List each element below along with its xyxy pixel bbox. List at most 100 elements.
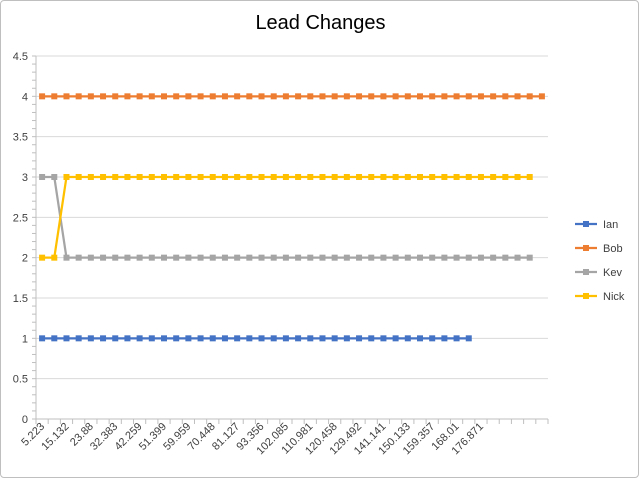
data-point-kev [441,254,448,261]
data-point-nick [148,174,155,180]
data-point-nick [234,174,241,180]
data-point-bob [87,93,94,100]
data-point-ian [343,335,350,342]
data-point-bob [368,93,375,100]
data-point-ian [282,335,289,342]
data-point-bob [295,93,302,100]
data-point-kev [417,254,423,261]
data-point-kev [209,254,216,261]
data-point-bob [246,93,253,100]
data-point-ian [234,335,241,342]
data-point-kev [185,254,192,261]
data-point-kev [356,254,363,261]
data-point-bob [100,93,107,100]
data-point-nick [356,174,363,180]
data-point-kev [112,254,119,261]
data-point-nick [331,174,338,180]
data-point-kev [136,254,143,261]
data-point-bob [51,93,58,100]
data-point-kev [368,254,375,261]
y-tick-label: 0.5 [13,374,28,386]
data-point-bob [441,93,448,100]
legend-label-nick: Nick [603,291,625,303]
data-point-ian [258,335,265,342]
data-point-nick [282,174,289,180]
legend-marker-kev [583,269,589,275]
data-point-ian [39,335,46,342]
data-point-ian [429,335,436,342]
data-point-bob [112,93,119,100]
data-point-kev [148,254,155,261]
x-tick-label: 15.132 [39,421,71,453]
data-point-bob [209,93,216,100]
data-point-bob [538,93,545,100]
data-point-bob [356,93,363,100]
data-point-bob [404,93,411,100]
data-point-bob [392,93,399,100]
data-point-bob [429,93,436,100]
data-point-kev [331,254,338,261]
data-point-kev [392,254,399,261]
data-point-kev [75,254,82,261]
data-point-kev [343,254,350,261]
legend-marker-nick [583,293,589,299]
y-tick-label: 4.5 [13,51,28,63]
data-point-nick [185,174,192,180]
data-point-bob [526,93,533,100]
data-point-nick [441,174,448,180]
data-point-nick [112,174,119,180]
data-point-kev [124,254,131,261]
data-point-bob [136,93,143,100]
data-point-kev [197,254,204,261]
data-point-kev [514,254,521,261]
data-point-bob [270,93,277,100]
data-point-nick [490,174,497,180]
data-point-nick [39,254,46,261]
data-point-nick [319,174,326,180]
data-point-bob [234,93,241,100]
data-point-ian [453,335,460,342]
data-point-kev [246,254,253,261]
data-point-nick [124,174,131,180]
data-point-nick [526,174,533,180]
data-point-ian [136,335,143,342]
data-point-ian [356,335,363,342]
chart-title: Lead Changes [255,12,386,34]
data-point-nick [514,174,521,180]
data-point-bob [75,93,82,100]
data-point-bob [331,93,338,100]
data-point-ian [75,335,82,342]
data-point-nick [307,174,314,180]
data-point-nick [502,174,509,180]
data-point-bob [417,93,423,100]
data-point-kev [319,254,326,261]
data-point-ian [295,335,302,342]
data-point-ian [197,335,204,342]
data-point-kev [258,254,265,261]
data-point-kev [270,254,277,261]
y-tick-label: 3.5 [13,132,28,144]
data-point-kev [100,254,107,261]
data-point-kev [307,254,314,261]
data-point-bob [258,93,265,100]
data-point-ian [319,335,326,342]
data-point-kev [295,254,302,261]
data-point-nick [51,254,58,261]
data-point-nick [75,174,82,180]
data-point-ian [270,335,277,342]
data-point-kev [63,254,70,261]
data-point-ian [124,335,131,342]
data-point-nick [392,174,399,180]
data-point-ian [246,335,253,342]
data-point-nick [429,174,436,180]
legend-label-kev: Kev [603,267,622,279]
data-point-ian [380,335,387,342]
data-point-bob [380,93,387,100]
data-point-nick [100,174,107,180]
data-point-ian [161,335,167,342]
data-point-kev [161,254,167,261]
data-point-bob [307,93,314,100]
data-point-bob [453,93,460,100]
y-tick-label: 3 [22,172,28,184]
